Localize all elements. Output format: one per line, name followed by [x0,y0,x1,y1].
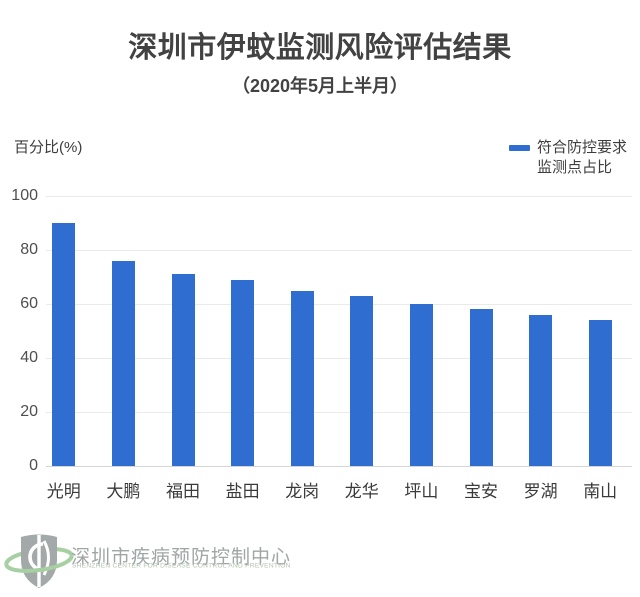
footer: 深圳市疾病预防控制中心 SHENZHEN CENTER FOR DISEASE … [0,528,640,597]
x-axis-baseline [46,466,632,467]
legend-swatch-icon [509,145,530,151]
gridline [46,358,632,359]
y-axis-title: 百分比(%) [14,139,83,156]
bar-宝安 [469,309,493,466]
y-tick-label: 0 [29,457,38,474]
gridline [46,196,632,197]
y-tick-label: 100 [11,187,38,204]
x-category-label: 坪山 [404,482,439,501]
bar-大鹏 [111,260,135,466]
bar-福田 [171,274,195,466]
x-category-label: 福田 [165,482,200,501]
bar-龙岗 [290,290,314,466]
bar-龙华 [350,295,374,466]
x-category-label: 罗湖 [523,482,558,501]
bar-盐田 [231,279,255,466]
bar-坪山 [409,304,433,466]
cdc-shield-logo-icon [4,534,74,588]
x-category-label: 光明 [46,482,81,501]
x-category-label: 盐田 [225,482,260,501]
legend-label-line2: 监测点占比 [537,159,613,176]
page-title: 深圳市伊蚊监测风险评估结果 [128,32,512,64]
gridline [46,250,632,251]
page-subtitle: （2020年5月上半月） [231,76,409,96]
legend-label-line1: 符合防控要求 [537,139,628,156]
y-tick-label: 80 [20,241,38,258]
gridline [46,304,632,305]
x-category-label: 龙岗 [285,482,320,501]
footer-org-name-cn: 深圳市疾病预防控制中心 [71,547,292,568]
footer-org-name-en: SHENZHEN CENTER FOR DISEASE CONTROL AND … [72,562,291,570]
y-tick-label: 20 [20,403,38,420]
legend: 符合防控要求 监测点占比 [509,138,627,178]
bar-南山 [588,320,612,466]
y-tick-label: 60 [20,295,38,312]
x-category-label: 宝安 [463,482,498,501]
x-category-label: 龙华 [344,482,379,501]
gridline [46,412,632,413]
bar-罗湖 [529,314,553,466]
x-category-label: 南山 [583,482,618,501]
x-category-label: 大鹏 [106,482,141,501]
y-tick-label: 40 [20,349,38,366]
bar-光明 [52,223,76,466]
legend-label: 符合防控要求 监测点占比 [537,138,627,178]
